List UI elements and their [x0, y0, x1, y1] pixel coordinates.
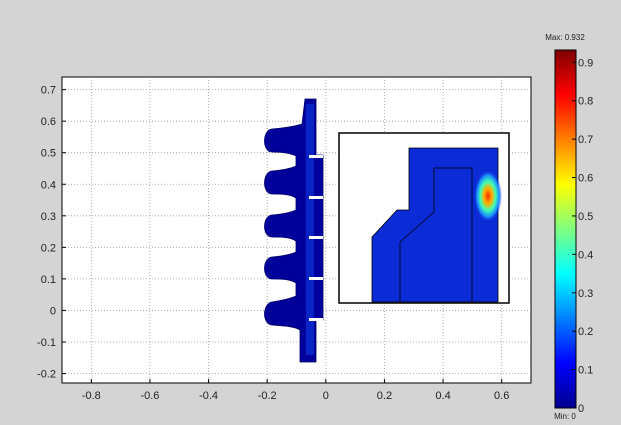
colorbar-tick-label: 0.2	[578, 326, 593, 338]
y-tick-label: -0.2	[37, 369, 56, 381]
x-tick-label: 0	[323, 390, 329, 402]
colorbar-tick-label: 0.5	[578, 211, 593, 223]
colorbar-ticks: 0 0.1 0.2 0.3 0.4 0.5 0.6 0.7 0.8 0.9	[572, 57, 593, 415]
x-axis-ticks: -0.8 -0.6 -0.4 -0.2 0 0.2 0.4 0.6	[82, 379, 509, 402]
colorbar-tick-label: 0.1	[578, 365, 593, 377]
x-tick-label: 0.2	[377, 390, 392, 402]
y-tick-label: 0.1	[41, 274, 56, 286]
x-tick-label: 0.4	[435, 390, 450, 402]
y-tick-label: 0.4	[41, 179, 56, 191]
colorbar-min-label: Min: 0	[554, 412, 576, 421]
x-tick-label: -0.4	[199, 390, 218, 402]
y-tick-label: 0.2	[41, 242, 56, 254]
inset-hotspot	[474, 170, 502, 222]
x-tick-label: -0.8	[82, 390, 101, 402]
electrode-marks	[309, 155, 323, 321]
inset-inner-contour	[399, 167, 473, 302]
colorbar-tick-label: 0.3	[578, 288, 593, 300]
insulator-body	[264, 98, 324, 363]
y-tick-label: 0.5	[41, 148, 56, 160]
y-tick-label: 0.6	[41, 116, 56, 128]
y-tick-label: 0.3	[41, 211, 56, 223]
colorbar-tick-label: 0.6	[578, 173, 593, 185]
y-tick-label: -0.1	[37, 337, 56, 349]
x-tick-label: -0.2	[258, 390, 277, 402]
y-tick-label: 0.7	[41, 85, 56, 97]
y-tick-label: 0	[50, 305, 56, 317]
x-tick-label: 0.6	[494, 390, 509, 402]
inset-field	[371, 147, 499, 303]
colorbar-tick-label: 0.9	[578, 57, 593, 69]
x-tick-label: -0.6	[140, 390, 159, 402]
colorbar-max-label: Max: 0.932	[545, 33, 585, 42]
colorbar-tick-label: 0.4	[578, 249, 593, 261]
colorbar-tick-label: 0	[578, 403, 584, 415]
colorbar-tick-label: 0.8	[578, 96, 593, 108]
colorbar-tick-label: 0.7	[578, 134, 593, 146]
colorbar	[554, 49, 577, 409]
y-axis-ticks: -0.2 -0.1 0 0.1 0.2 0.3 0.4 0.5 0.6 0.7	[37, 85, 66, 381]
insulator-core	[306, 104, 314, 355]
